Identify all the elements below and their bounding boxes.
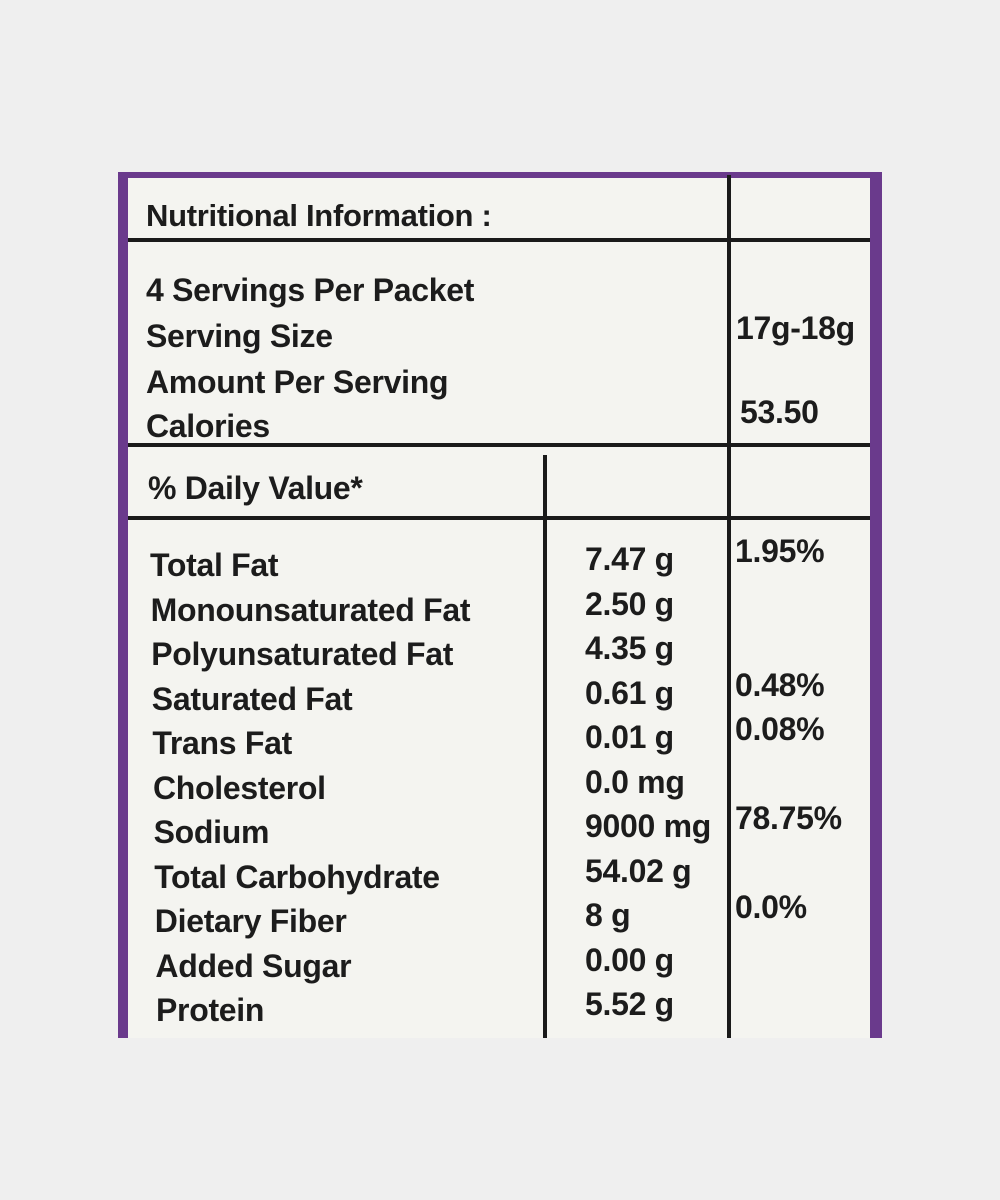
serving-size-value: 17g-18g [736, 310, 855, 346]
nutrient-daily-value: 1.95% [735, 533, 825, 569]
nutrient-amount: 0.0 mg [585, 763, 685, 800]
rule [727, 175, 731, 1038]
nutrient-amount: 0.61 g [585, 674, 674, 711]
nutrient-amount: 5.52 g [585, 986, 674, 1022]
nutrient-daily-value: 78.75% [735, 800, 842, 836]
nutrient-amount: 4.35 g [585, 630, 674, 666]
rule [128, 516, 870, 520]
nutrient-name: Polyunsaturated Fat [151, 636, 454, 672]
rule [128, 443, 870, 447]
calories-value: 53.50 [740, 394, 819, 430]
nutrient-daily-value: 0.0% [735, 889, 807, 925]
nutrient-daily-value: 0.08% [735, 711, 825, 747]
rule [543, 455, 547, 1038]
calories-label: Calories [146, 408, 270, 444]
rule [128, 238, 870, 242]
nutrient-name: Total Fat [150, 547, 279, 583]
nutrient-name: Added Sugar [155, 947, 352, 984]
title: Nutritional Information : [146, 198, 492, 233]
daily-value-header: % Daily Value* [148, 470, 363, 506]
nutrient-name: Protein [156, 992, 265, 1028]
nutrient-name: Cholesterol [153, 769, 326, 806]
nutrient-name: Dietary Fiber [154, 903, 347, 939]
nutrient-amount: 54.02 g [585, 852, 692, 889]
serving-size-label: Serving Size [146, 318, 333, 354]
nutrition-label [128, 178, 870, 1038]
nutrient-name: Sodium [153, 814, 270, 850]
nutrient-name: Monounsaturated Fat [150, 591, 471, 628]
nutrient-name: Trans Fat [152, 725, 292, 761]
nutrient-amount: 8 g [585, 897, 631, 933]
nutrient-amount: 9000 mg [585, 808, 711, 844]
amount-per-serving: Amount Per Serving [146, 364, 449, 400]
nutrient-amount: 0.00 g [585, 941, 674, 978]
nutrient-amount: 0.01 g [585, 719, 674, 755]
nutrient-amount: 2.50 g [585, 585, 674, 622]
nutrient-amount: 7.47 g [585, 541, 674, 577]
nutrient-name: Saturated Fat [151, 680, 353, 717]
nutrient-name: Total Carbohydrate [154, 858, 440, 895]
nutrient-daily-value: 0.48% [735, 666, 825, 703]
servings: 4 Servings Per Packet [146, 272, 475, 308]
